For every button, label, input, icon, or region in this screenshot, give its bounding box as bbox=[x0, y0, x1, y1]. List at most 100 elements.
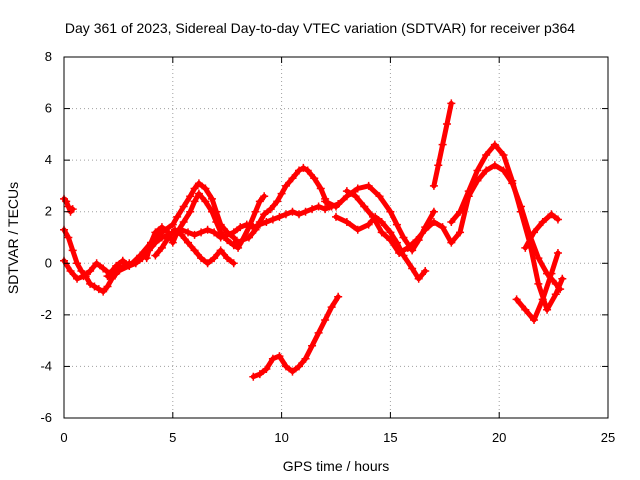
data-point bbox=[386, 207, 395, 216]
data-point bbox=[490, 161, 499, 170]
series-line bbox=[333, 214, 428, 282]
data-point bbox=[103, 272, 112, 281]
data-point bbox=[473, 166, 482, 175]
data-point bbox=[553, 248, 562, 257]
data-point bbox=[288, 207, 297, 216]
data-point bbox=[551, 290, 560, 299]
data-point bbox=[281, 362, 290, 371]
data-point bbox=[547, 210, 556, 219]
data-point bbox=[442, 120, 451, 129]
data-point bbox=[173, 212, 182, 221]
data-point bbox=[438, 140, 447, 149]
data-point bbox=[190, 230, 199, 239]
x-tick-label: 15 bbox=[383, 430, 397, 445]
x-tick-label: 0 bbox=[60, 430, 67, 445]
data-point bbox=[295, 166, 304, 175]
data-point bbox=[421, 267, 430, 276]
data-point bbox=[268, 354, 277, 363]
data-point bbox=[64, 233, 73, 242]
data-point bbox=[238, 236, 247, 245]
data-point bbox=[332, 212, 340, 221]
data-point bbox=[249, 372, 258, 381]
data-point bbox=[92, 259, 101, 268]
data-point bbox=[558, 274, 567, 283]
data-point bbox=[99, 287, 108, 296]
data-point bbox=[151, 251, 160, 260]
data-point bbox=[90, 282, 99, 291]
data-point bbox=[316, 184, 325, 193]
data-point bbox=[308, 341, 317, 350]
data-point bbox=[547, 269, 556, 278]
data-point bbox=[190, 246, 199, 255]
data-point bbox=[353, 184, 362, 193]
data-point bbox=[447, 99, 456, 108]
data-point bbox=[275, 212, 284, 221]
data-point bbox=[327, 303, 336, 312]
data-point bbox=[447, 238, 456, 247]
data-point bbox=[73, 274, 82, 283]
data-point bbox=[314, 328, 323, 337]
series-arc-5 bbox=[142, 189, 269, 263]
data-point bbox=[229, 233, 238, 242]
series-arc-4 bbox=[103, 163, 334, 281]
data-point bbox=[429, 218, 438, 227]
data-point bbox=[308, 205, 317, 214]
y-tick-label: -6 bbox=[40, 410, 52, 425]
series-arc-6 bbox=[151, 225, 238, 268]
data-point bbox=[136, 251, 145, 260]
data-point bbox=[386, 236, 395, 245]
data-point bbox=[303, 166, 312, 175]
data-point bbox=[490, 140, 499, 149]
series-arc-12 bbox=[512, 248, 562, 325]
data-point bbox=[207, 194, 216, 203]
data-point bbox=[68, 246, 77, 255]
data-point bbox=[168, 238, 177, 247]
data-point bbox=[203, 225, 212, 234]
data-point bbox=[186, 207, 195, 216]
series-arc-11 bbox=[447, 140, 567, 314]
data-point bbox=[314, 202, 323, 211]
y-tick-label: 6 bbox=[45, 101, 52, 116]
data-point bbox=[310, 174, 319, 183]
data-point bbox=[543, 305, 552, 314]
grid-layer bbox=[64, 57, 608, 418]
data-point bbox=[99, 264, 108, 273]
data-point bbox=[194, 179, 203, 188]
data-point bbox=[392, 220, 401, 229]
data-point bbox=[429, 181, 438, 190]
data-point bbox=[438, 223, 447, 232]
data-point bbox=[399, 233, 408, 242]
data-point bbox=[534, 254, 543, 263]
series-line bbox=[344, 162, 563, 292]
data-point bbox=[353, 225, 362, 234]
series-line bbox=[448, 142, 565, 313]
x-axis-label: GPS time / hours bbox=[283, 458, 390, 474]
data-point bbox=[197, 228, 206, 237]
data-point bbox=[456, 228, 465, 237]
series-arc-9 bbox=[342, 161, 565, 294]
series-line bbox=[250, 294, 341, 380]
data-point bbox=[118, 256, 127, 265]
x-tick-label: 5 bbox=[169, 430, 176, 445]
data-point bbox=[114, 267, 123, 276]
data-point bbox=[255, 370, 264, 379]
data-point bbox=[421, 225, 430, 234]
data-point bbox=[530, 316, 539, 325]
data-point bbox=[223, 254, 232, 263]
data-point bbox=[447, 218, 456, 227]
data-point bbox=[179, 218, 188, 227]
data-point bbox=[534, 279, 543, 288]
data-point bbox=[408, 246, 417, 255]
data-point bbox=[456, 207, 465, 216]
data-point bbox=[321, 197, 330, 206]
data-point bbox=[553, 215, 562, 224]
y-tick-label: 0 bbox=[45, 255, 52, 270]
data-point bbox=[66, 267, 75, 276]
data-point bbox=[364, 181, 373, 190]
data-point bbox=[288, 174, 297, 183]
data-point bbox=[342, 187, 351, 196]
data-point bbox=[412, 236, 421, 245]
data-point bbox=[482, 150, 491, 159]
data-point bbox=[125, 261, 134, 270]
